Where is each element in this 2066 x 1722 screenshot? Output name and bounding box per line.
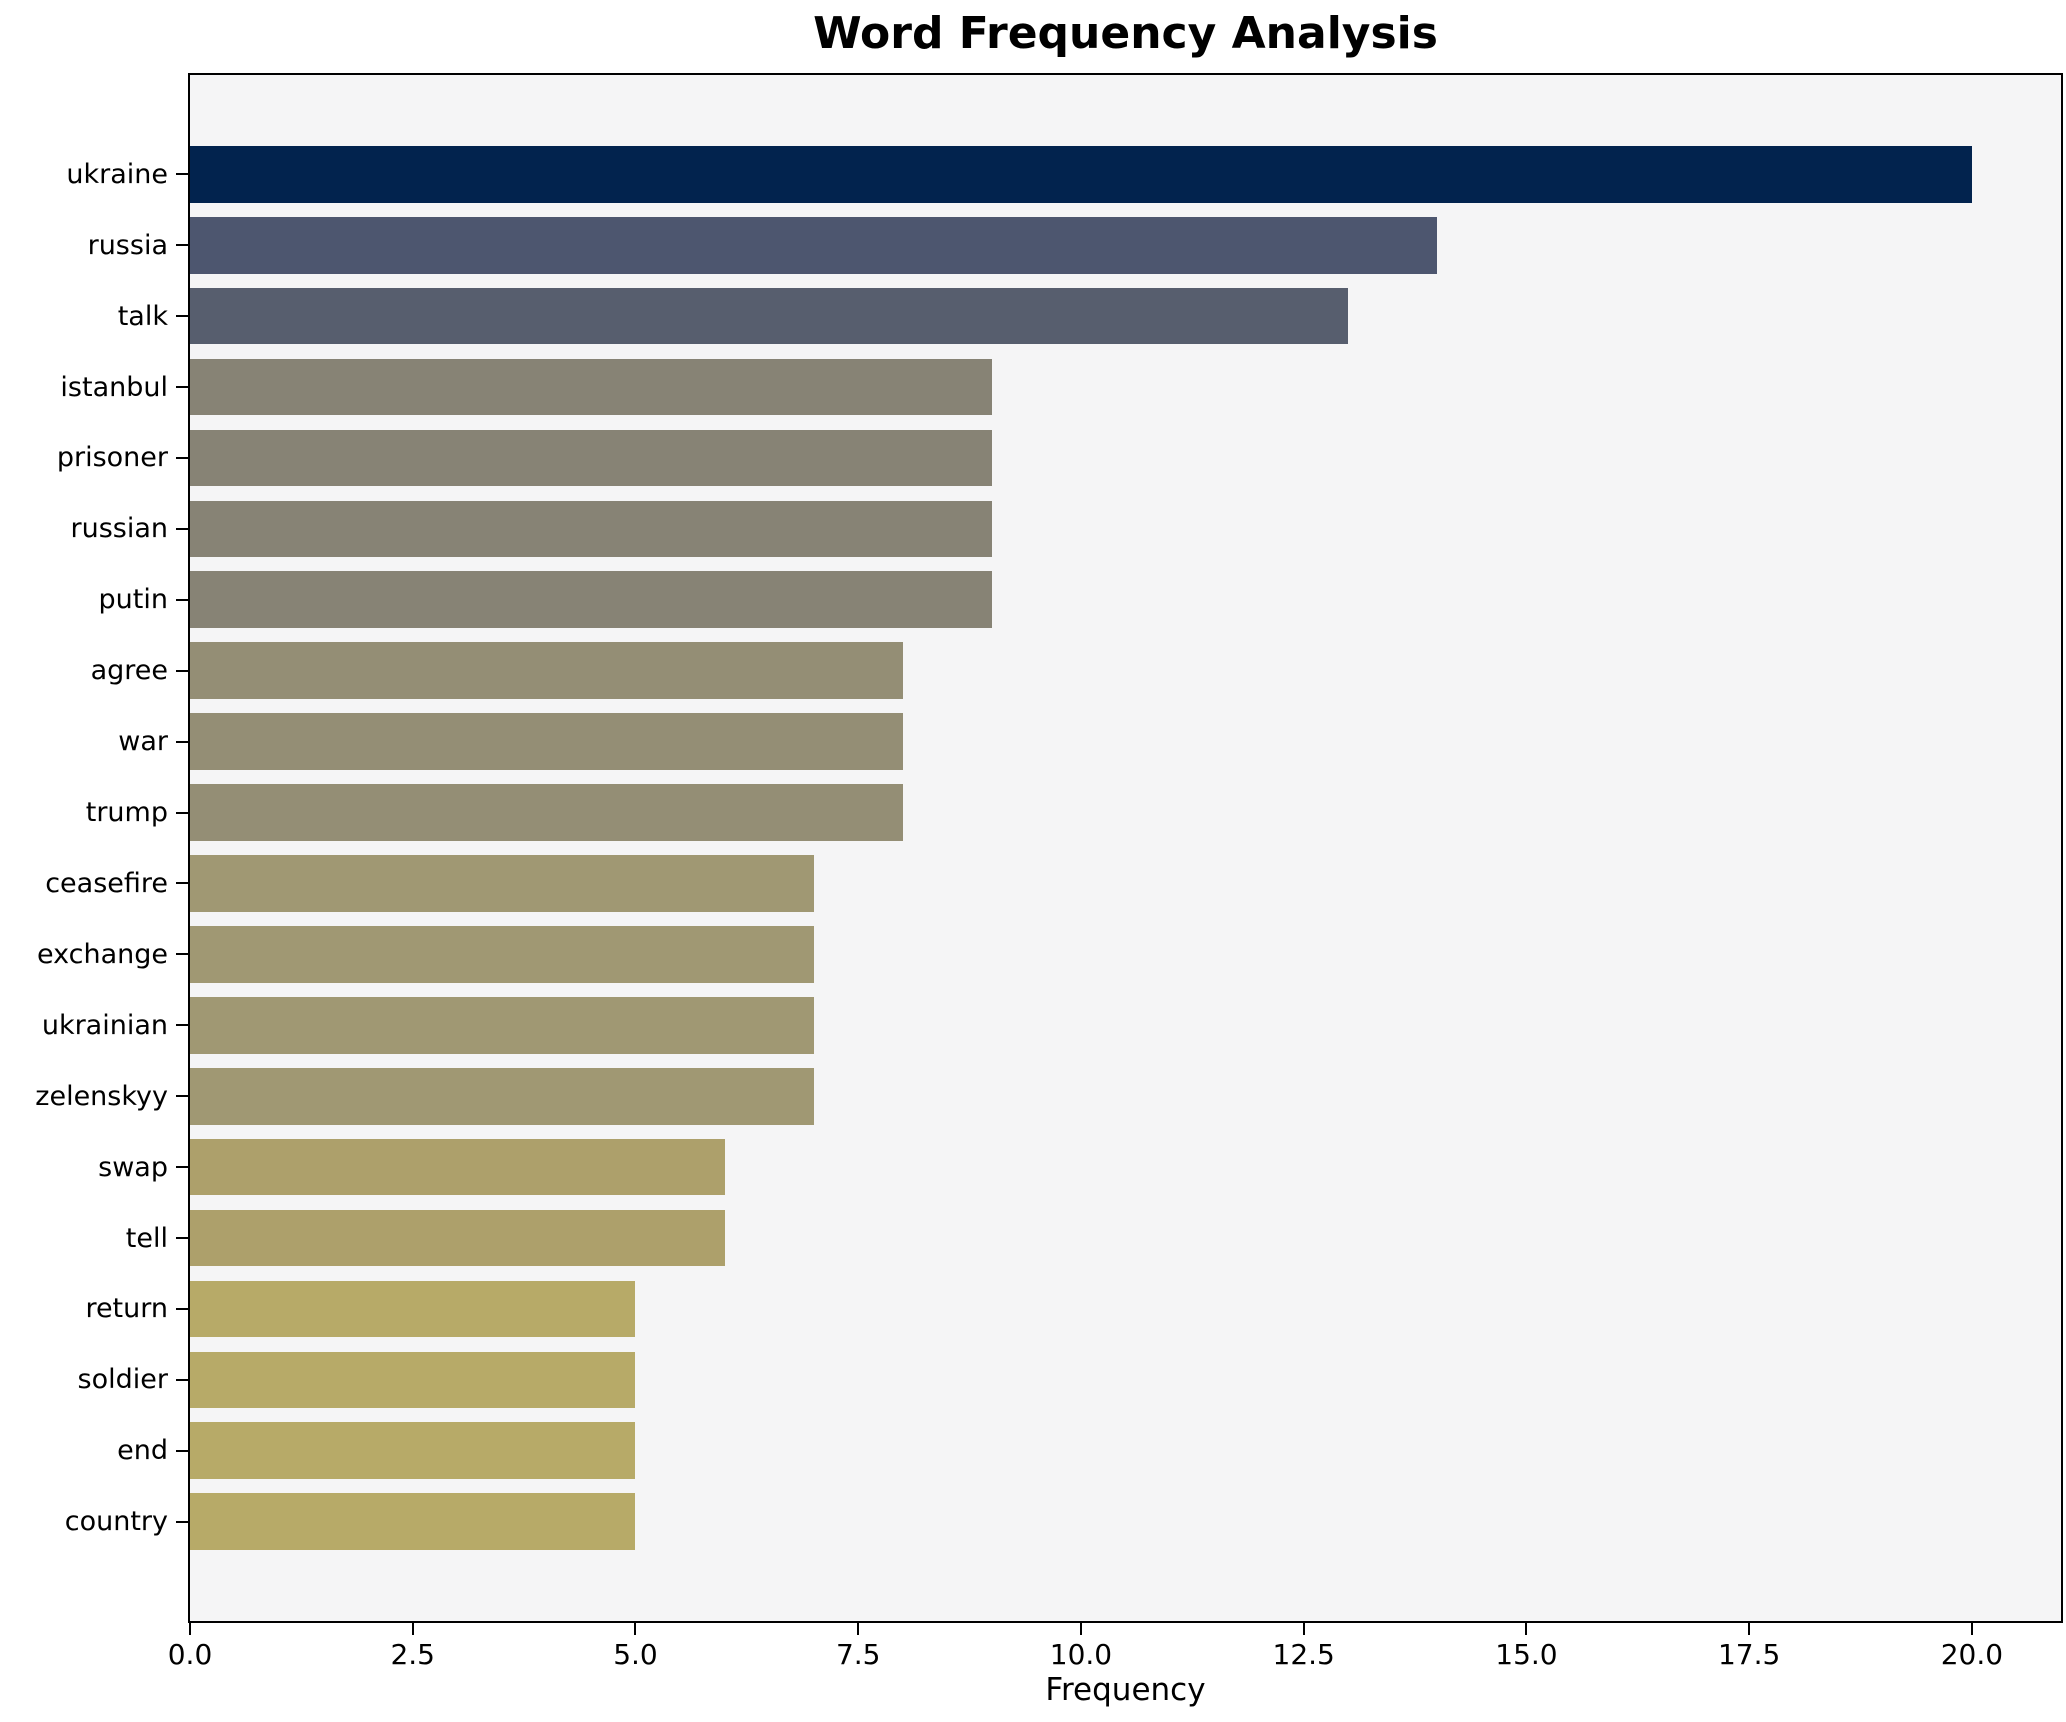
x-tick-label-10.0: 10.0 [1049,1638,1113,1671]
bar-return [190,1280,636,1338]
bar-istanbul [190,358,992,416]
x-tick-label-15.0: 15.0 [1495,1638,1558,1671]
y-tick-mark-return [176,1307,188,1310]
y-tick-mark-trump [176,811,188,814]
y-tick-mark-swap [176,1166,188,1169]
y-tick-mark-exchange [176,953,188,956]
y-tick-mark-putin [176,598,188,601]
x-axis-label: Frequency [1045,1672,1206,1708]
bar-talk [190,287,1349,345]
y-tick-mark-prisoner [176,456,188,459]
y-tick-mark-russian [176,527,188,530]
bar-soldier [190,1351,636,1409]
x-tick-mark-17.5 [1748,1623,1751,1635]
y-tick-label-ceasefire: ceasefire [45,867,168,899]
y-tick-label-country: country [64,1506,168,1538]
x-tick-label-2.5: 2.5 [390,1638,435,1671]
bar-war [190,713,903,770]
y-tick-mark-ceasefire [176,882,188,885]
y-tick-label-prisoner: prisoner [56,442,168,474]
y-tick-label-russian: russian [70,513,168,545]
y-tick-label-war: war [118,726,168,758]
x-tick-mark-20.0 [1970,1623,1973,1635]
y-tick-mark-istanbul [176,386,188,389]
bar-russia [190,216,1438,274]
x-tick-label-5.0: 5.0 [613,1638,658,1671]
y-tick-label-agree: agree [90,655,168,687]
y-tick-label-putin: putin [98,584,168,616]
x-tick-mark-0.0 [189,1623,191,1635]
y-tick-label-russia: russia [87,229,168,261]
y-tick-label-zelenskyy: zelenskyy [35,1080,168,1112]
y-tick-label-tell: tell [125,1222,168,1254]
y-tick-mark-tell [176,1237,188,1240]
bar-swap [190,1138,725,1196]
y-tick-mark-ukrainian [176,1024,188,1027]
y-tick-label-exchange: exchange [36,938,168,970]
y-tick-label-talk: talk [117,300,168,332]
x-tick-label-20.0: 20.0 [1940,1638,2004,1671]
bar-agree [190,642,903,700]
y-tick-mark-agree [176,669,188,672]
y-tick-label-swap: swap [98,1151,168,1183]
x-tick-label-12.5: 12.5 [1272,1638,1335,1671]
y-tick-label-soldier: soldier [77,1364,168,1396]
y-tick-mark-soldier [176,1378,188,1381]
x-tick-label-7.5: 7.5 [835,1638,881,1671]
bar-ukraine [190,145,1972,203]
chart-title: Word Frequency Analysis [813,8,1438,59]
bar-ukrainian [190,996,814,1054]
y-tick-label-trump: trump [85,797,168,829]
y-tick-mark-country [176,1520,188,1523]
x-tick-mark-12.5 [1302,1623,1305,1635]
bar-trump [190,784,903,841]
x-tick-label-17.5: 17.5 [1717,1638,1781,1671]
bar-putin [190,571,992,629]
bar-end [190,1422,636,1480]
plot-area [188,73,2063,1623]
y-tick-mark-war [176,740,188,743]
bar-zelenskyy [190,1067,814,1125]
y-tick-label-istanbul: istanbul [60,371,168,403]
bar-exchange [190,926,814,983]
x-tick-mark-7.5 [857,1623,860,1635]
x-tick-mark-2.5 [411,1623,414,1635]
bar-russian [190,500,992,558]
y-tick-mark-zelenskyy [176,1095,188,1098]
x-tick-mark-10.0 [1079,1623,1082,1635]
y-tick-label-ukrainian: ukrainian [41,1009,168,1041]
bar-prisoner [190,429,992,487]
y-tick-mark-ukraine [176,173,188,176]
y-tick-label-return: return [85,1293,168,1325]
y-tick-mark-talk [176,315,188,318]
y-tick-label-end: end [117,1435,168,1467]
bar-country [190,1493,636,1551]
x-tick-label-0.0: 0.0 [167,1638,213,1671]
y-tick-mark-russia [176,244,188,247]
bar-ceasefire [190,855,814,912]
y-tick-label-ukraine: ukraine [66,158,168,190]
y-tick-mark-end [176,1449,188,1452]
bar-tell [190,1209,725,1267]
x-tick-mark-15.0 [1525,1623,1528,1635]
x-tick-mark-5.0 [634,1623,637,1635]
